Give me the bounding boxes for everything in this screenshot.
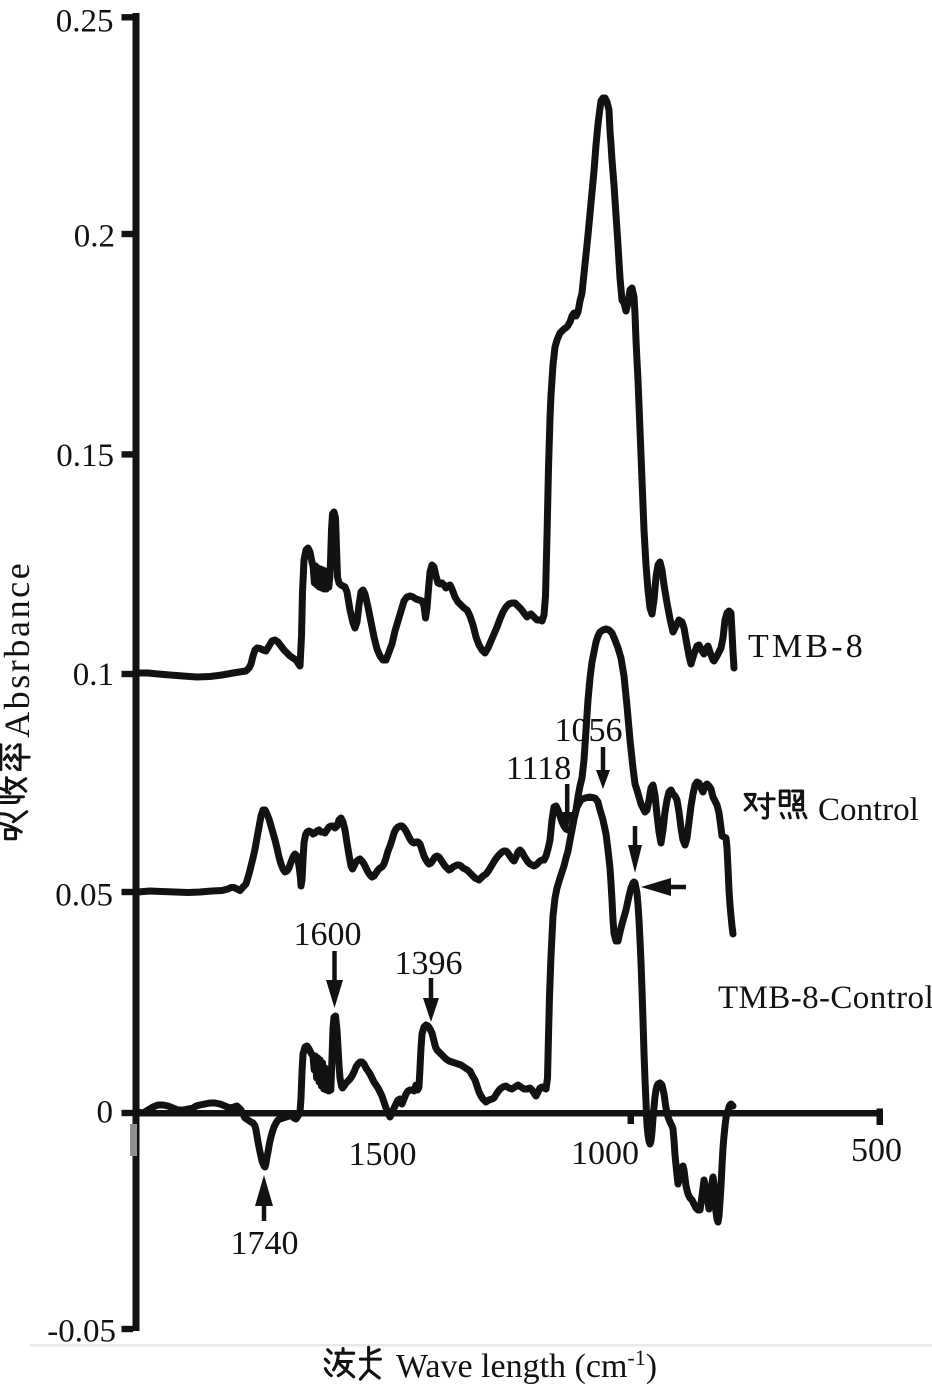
svg-text:0.05: 0.05 (55, 878, 113, 914)
svg-text:Control: Control (818, 792, 919, 828)
svg-text:TMB-8: TMB-8 (748, 628, 866, 665)
svg-text:1118: 1118 (506, 750, 571, 787)
svg-text:1000: 1000 (571, 1135, 639, 1172)
svg-text:1600: 1600 (294, 916, 362, 953)
svg-text:0.1: 0.1 (73, 657, 114, 693)
svg-text:1740: 1740 (231, 1225, 299, 1262)
svg-text:0: 0 (97, 1095, 114, 1131)
svg-text:-0.05: -0.05 (47, 1314, 116, 1350)
svg-text:1500: 1500 (349, 1136, 417, 1173)
svg-text:1056: 1056 (555, 712, 623, 749)
svg-text:Absrbance: Absrbance (0, 561, 37, 738)
svg-text:1396: 1396 (395, 945, 463, 982)
svg-text:0.25: 0.25 (56, 4, 114, 40)
svg-text:500: 500 (851, 1132, 902, 1169)
svg-text:Wave length (cm-1): Wave length (cm-1) (396, 1345, 657, 1384)
svg-text:0.15: 0.15 (56, 438, 114, 474)
svg-text:TMB-8-Control: TMB-8-Control (718, 980, 932, 1016)
svg-text:0.2: 0.2 (74, 219, 115, 255)
